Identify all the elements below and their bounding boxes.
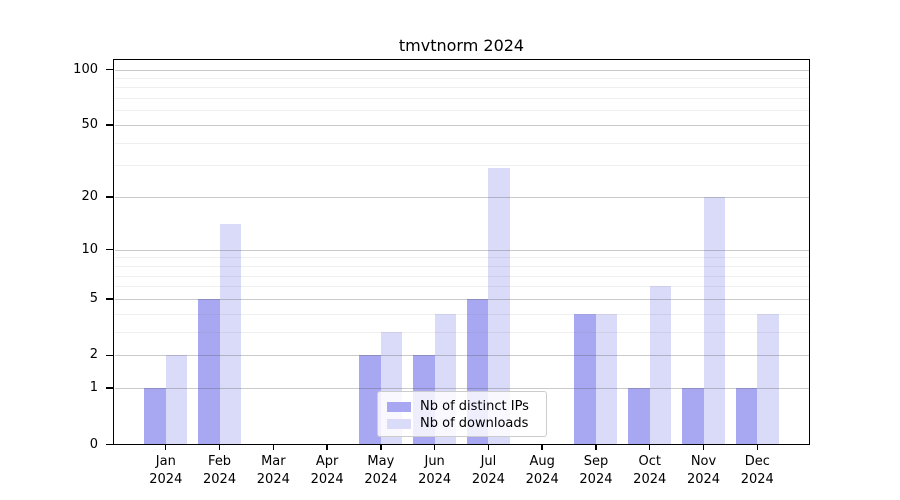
gridline-major (114, 388, 809, 390)
y-tick-label: 0 (89, 436, 98, 452)
gridline-minor (114, 257, 809, 259)
gridline-minor (114, 110, 809, 112)
bar (198, 298, 220, 445)
gridline-minor (114, 87, 809, 89)
y-tick-label: 50 (81, 117, 98, 133)
x-axis-tick (595, 445, 597, 450)
y-tick-label: 2 (89, 347, 98, 363)
bar (574, 313, 596, 445)
gridline-major (114, 355, 809, 357)
x-tick-label: Mar 2024 (256, 453, 290, 488)
chart-title: tmvtnorm 2024 (398, 36, 525, 55)
legend-entry-distinct-ips: Nb of distinct IPs (387, 398, 546, 415)
x-tick-label: Sep 2024 (579, 453, 613, 488)
bar (628, 388, 650, 445)
x-tick-label: Feb 2024 (203, 453, 237, 488)
y-axis-tick (106, 387, 113, 389)
x-tick-label: Jul 2024 (471, 453, 505, 488)
gridline-minor (114, 331, 809, 333)
x-axis-tick (702, 445, 705, 450)
plot-area-frame (113, 59, 810, 445)
gridline-major (114, 249, 809, 251)
y-tick-label: 1 (89, 380, 98, 396)
x-tick-label: May 2024 (364, 453, 398, 488)
gridline-major (114, 69, 809, 71)
x-tick-label: Dec 2024 (740, 453, 774, 488)
y-tick-label: 20 (81, 189, 98, 205)
gridline-minor (114, 286, 809, 288)
y-axis-tick (106, 354, 113, 356)
gridline-minor (114, 165, 809, 167)
legend: Nb of distinct IPs Nb of downloads (377, 391, 547, 437)
gridline-minor (114, 98, 809, 100)
x-tick-label: Jan 2024 (149, 453, 183, 488)
x-axis-tick (272, 445, 275, 450)
gridline-minor (114, 313, 809, 315)
y-axis-tick (106, 298, 113, 300)
gridline-minor (114, 142, 809, 144)
x-tick-label: Jun 2024 (418, 453, 452, 488)
y-axis-tick (106, 68, 113, 71)
y-tick-label: 100 (73, 61, 98, 77)
bar (703, 197, 725, 445)
x-tick-label: Nov 2024 (686, 453, 721, 488)
x-axis-tick (487, 445, 490, 450)
x-axis-tick (326, 445, 328, 450)
legend-swatch-downloads (387, 418, 411, 429)
gridline-major (114, 125, 809, 127)
x-axis-tick (165, 445, 167, 450)
legend-swatch-distinct-ips (387, 401, 411, 412)
y-axis-tick (106, 443, 113, 446)
legend-label-distinct-ips: Nb of distinct IPs (420, 399, 529, 414)
legend-entry-downloads: Nb of downloads (387, 415, 546, 432)
x-tick-label: Oct 2024 (633, 453, 667, 488)
bar (735, 388, 758, 445)
bar (595, 313, 618, 445)
x-tick-label: Aug 2024 (525, 453, 559, 488)
x-tick-label: Apr 2024 (310, 453, 344, 488)
gridline-major (114, 298, 809, 300)
bar (219, 224, 242, 445)
x-axis-tick (649, 445, 651, 450)
y-axis-tick (106, 248, 113, 251)
x-axis-tick (218, 445, 221, 450)
bar (757, 313, 779, 445)
gridline-minor (114, 77, 809, 79)
y-tick-label: 10 (81, 241, 98, 257)
y-axis-tick (106, 196, 113, 198)
x-axis-tick (541, 445, 543, 450)
gridline-minor (114, 275, 809, 277)
bar (165, 355, 188, 445)
bar (144, 388, 166, 445)
legend-label-downloads: Nb of downloads (420, 416, 529, 431)
gridline-minor (114, 265, 809, 267)
y-axis-tick (106, 124, 113, 126)
x-axis-tick (433, 445, 436, 450)
x-axis-tick (380, 445, 382, 450)
bar (488, 168, 510, 445)
bar (682, 388, 704, 445)
gridline-major (114, 197, 809, 199)
x-axis-tick (756, 445, 758, 450)
bar (359, 355, 381, 445)
y-tick-label: 5 (89, 290, 98, 306)
bar (649, 286, 672, 445)
